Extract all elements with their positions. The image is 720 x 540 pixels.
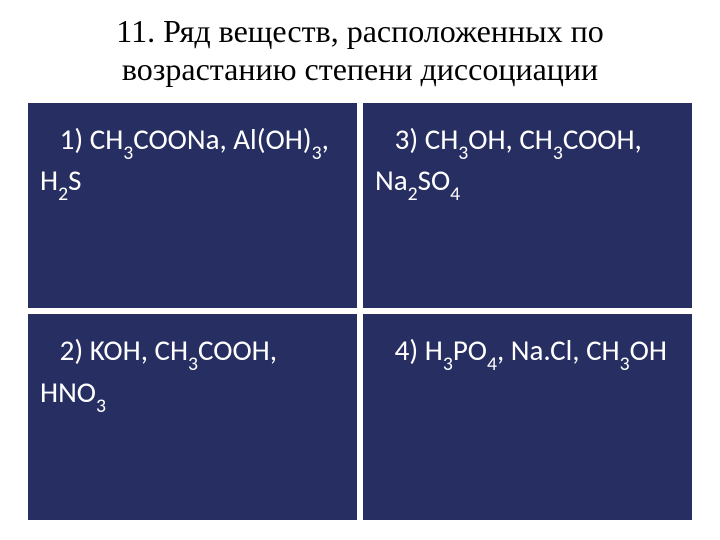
- answer-number: 1): [60, 121, 84, 157]
- answer-grid: 1) CH3COONa, Al(OH)3, H2S 3) CH3OH, CH3C…: [28, 103, 692, 520]
- answer-formula: H3PO4, Na.Cl, CH3OH: [425, 332, 667, 368]
- answer-cell-3: 3) CH3OH, CH3COOH, Na2SO4: [363, 103, 692, 309]
- answer-formula: CH3COONa, Al(OH)3, H2S: [40, 121, 329, 198]
- answer-number: 2): [60, 332, 84, 368]
- answer-cell-1: 1) CH3COONa, Al(OH)3, H2S: [28, 103, 357, 309]
- page-title: 11. Ряд веществ, расположенных по возрас…: [28, 12, 692, 89]
- slide-container: 11. Ряд веществ, расположенных по возрас…: [0, 0, 720, 540]
- answer-cell-4: 4) H3PO4, Na.Cl, CH3OH: [363, 314, 692, 520]
- answer-number: 3): [395, 121, 419, 157]
- answer-cell-2: 2) KOH, CH3COOH, HNO3: [28, 314, 357, 520]
- answer-number: 4): [395, 332, 419, 368]
